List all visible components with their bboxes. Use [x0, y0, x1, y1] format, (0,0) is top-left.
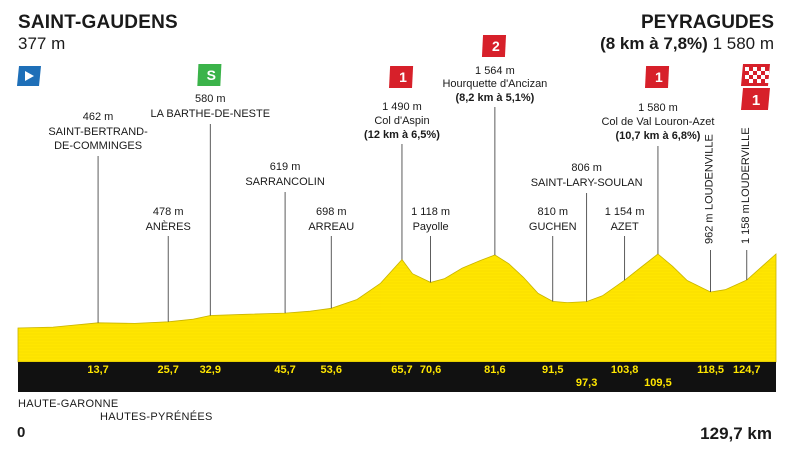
waypoint-altitude: 1 580 m	[638, 102, 678, 114]
finish-checkered-icon	[741, 64, 770, 86]
waypoint-name: ARREAU	[308, 221, 354, 233]
km-start-label: 0	[17, 424, 26, 441]
checker-square	[757, 79, 761, 83]
start-flag-arrow	[25, 71, 34, 81]
checker-square	[749, 71, 753, 75]
km-tick-label: 81,6	[484, 364, 505, 376]
waypoint-name: GUCHEN	[529, 221, 577, 233]
vertical-waypoint-label: 1 158 m LOUDERVILLE	[740, 127, 752, 244]
region-hautes-pyrenees: HAUTES-PYRÉNÉES	[100, 411, 213, 423]
checker-square	[753, 67, 757, 71]
waypoint-altitude: 1 490 m	[382, 101, 422, 113]
waypoint-altitude: 1 154 m	[605, 206, 645, 218]
waypoint-altitude: 478 m	[153, 206, 184, 218]
profile-layer	[17, 253, 777, 363]
finish-climb-badge: 1	[741, 88, 770, 110]
waypoint-name: Hourquette d'Ancizan	[442, 78, 547, 90]
waypoint-name: DE-COMMINGES	[54, 140, 142, 152]
km-tick-label: 13,7	[87, 364, 108, 376]
waypoint-name: Col d'Aspin	[374, 115, 429, 127]
climb-category-badge: 2	[481, 35, 507, 57]
waypoint-lines	[97, 107, 748, 323]
finish-altitude: 1 580 m	[712, 34, 774, 53]
badge-shape	[197, 64, 222, 86]
waypoint-name: SARRANCOLIN	[245, 176, 325, 188]
badge-text: 1	[399, 69, 407, 85]
waypoint-climb-detail: (10,7 km à 6,8%)	[615, 130, 700, 142]
checker-square	[745, 75, 749, 79]
km-tick-background	[642, 376, 673, 389]
km-tick-label: 103,8	[611, 364, 639, 376]
waypoint-altitude: 1 564 m	[475, 65, 515, 77]
checker-square	[753, 75, 757, 79]
waypoint-altitude: 810 m	[537, 206, 568, 218]
waypoint-altitude: 462 m	[83, 111, 114, 123]
waypoint-altitude: 1 118 m	[411, 206, 450, 218]
waypoint-name: Col de Val Louron-Azet	[601, 116, 714, 128]
region-haute-garonne: HAUTE-GARONNE	[18, 398, 119, 410]
finish-town: PEYRAGUDES	[640, 12, 774, 33]
elevation-profile	[17, 253, 777, 363]
waypoint-name: LA BARTHE-DE-NESTE	[150, 108, 270, 120]
waypoint-name: ANÈRES	[146, 220, 191, 233]
badges-layer: S 1 2 1 1	[17, 35, 770, 110]
waypoint-name: Payolle	[413, 221, 449, 233]
checker-square	[761, 67, 765, 71]
waypoint-altitude: 806 m	[571, 162, 602, 174]
checker-square	[757, 71, 761, 75]
finish-info: (8 km à 7,8%) 1 580 m	[600, 34, 774, 54]
waypoint-altitude: 698 m	[316, 206, 347, 218]
waypoint-altitude: 962 m	[704, 213, 716, 244]
km-tick-label: 53,6	[321, 364, 342, 376]
km-tick-label: 124,7	[733, 364, 761, 376]
finish-climb: (8 km à 7,8%)	[600, 34, 708, 53]
waypoint-climb-detail: (12 km à 6,5%)	[364, 129, 440, 141]
start-altitude: 377 m	[18, 34, 66, 53]
waypoint-name: LOUDENVILLE	[704, 134, 716, 210]
badge-text: 2	[492, 38, 500, 54]
km-total-label: 129,7 km	[700, 424, 772, 443]
checker-square	[745, 67, 749, 71]
waypoint-altitude: 580 m	[195, 93, 226, 105]
km-tick-label: 97,3	[576, 377, 597, 389]
waypoint-name: LOUDERVILLE	[740, 127, 752, 203]
waypoint-name: SAINT-LARY-SOULAN	[531, 177, 643, 189]
badge-shape	[481, 35, 507, 57]
waypoint-altitude: 1 158 m	[740, 204, 752, 244]
km-tick-label: 32,9	[200, 364, 221, 376]
km-tick-label: 45,7	[274, 364, 295, 376]
checker-square	[749, 79, 753, 83]
checker-square	[765, 71, 769, 75]
waypoint-climb-detail: (8,2 km à 5,1%)	[455, 92, 534, 104]
checker-square	[761, 75, 765, 79]
badge-shape	[644, 66, 670, 88]
km-tick-label: 118,5	[697, 364, 724, 376]
km-tick-label: 70,6	[420, 364, 441, 376]
km-tick-label: 65,7	[391, 364, 412, 376]
waypoint-altitude: 619 m	[270, 161, 301, 173]
waypoint-name: AZET	[611, 221, 639, 233]
km-tick-label: 109,5	[644, 377, 672, 389]
climb-category-badge: 1	[389, 66, 414, 88]
climb-category-badge: 1	[644, 66, 670, 88]
vertical-waypoint-label: 962 m LOUDENVILLE	[704, 134, 716, 244]
sprint-badge: S	[197, 64, 222, 86]
checker-square	[765, 79, 769, 83]
badge-shape	[389, 66, 414, 88]
start-flag-icon	[17, 66, 41, 86]
start-town: SAINT-GAUDENS	[18, 12, 178, 33]
km-tick-label: 91,5	[542, 364, 563, 376]
badge-text: 1	[655, 69, 663, 85]
km-tick-background	[571, 376, 602, 389]
waypoint-labels: 462 m SAINT-BERTRAND- DE-COMMINGES 13,7 478 …	[48, 65, 760, 389]
badge-text: 1	[752, 92, 760, 109]
badge-text: S	[207, 67, 216, 83]
waypoint-name: SAINT-BERTRAND-	[48, 126, 148, 138]
km-tick-label: 25,7	[157, 364, 178, 376]
badge-shape	[741, 88, 770, 110]
km-axis-band	[18, 362, 776, 392]
